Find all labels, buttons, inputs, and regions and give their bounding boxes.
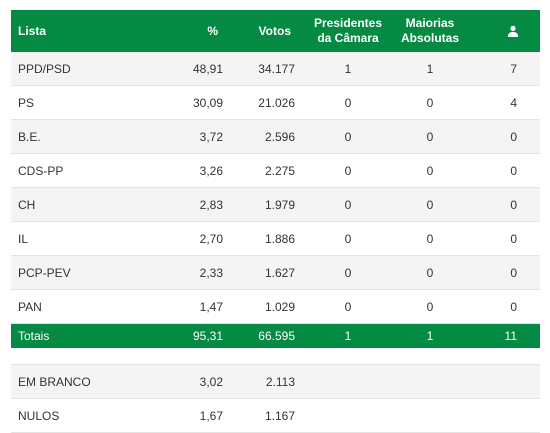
cell-lista: B.E.	[11, 119, 163, 154]
user-icon	[507, 26, 519, 38]
cell-pct: 48,91	[163, 52, 227, 86]
cell-pct: 2,83	[163, 187, 227, 222]
cell-lista: NULOS	[11, 398, 163, 433]
table-row: PPD/PSD 48,91 34.177 1 1 7	[11, 52, 540, 86]
header-maiorias-line1: Maiorias	[405, 16, 455, 30]
table-row: B.E. 3,72 2.596 0 0 0	[11, 119, 540, 154]
cell-empty	[391, 398, 469, 433]
cell-presidentes: 0	[305, 289, 391, 324]
cell-maiorias: 0	[391, 221, 469, 256]
cell-empty	[469, 364, 540, 399]
totals-presidentes: 1	[305, 323, 391, 348]
cell-maiorias: 0	[391, 153, 469, 188]
header-lista: Lista	[11, 10, 163, 52]
header-presidentes: Presidentes da Câmara	[305, 10, 391, 52]
cell-presidentes: 1	[305, 52, 391, 86]
header-maiorias-line2: Absolutas	[400, 31, 459, 45]
totals-votos: 66.595	[227, 323, 305, 348]
cell-votos: 2.275	[227, 153, 305, 188]
cell-pct: 2,70	[163, 221, 227, 256]
cell-lista: CDS-PP	[11, 153, 163, 188]
cell-pct: 2,33	[163, 255, 227, 290]
table-row: CH 2,83 1.979 0 0 0	[11, 187, 540, 222]
table-row: CDS-PP 3,26 2.275 0 0 0	[11, 153, 540, 188]
header-presidentes-line2: da Câmara	[317, 31, 379, 45]
cell-pct: 3,72	[163, 119, 227, 154]
header-votos: Votos	[227, 10, 305, 52]
cell-votos: 1.886	[227, 221, 305, 256]
cell-maiorias: 0	[391, 187, 469, 222]
table-row: EM BRANCO 3,02 2.113	[11, 364, 540, 399]
cell-lista: CH	[11, 187, 163, 222]
table-row: PAN 1,47 1.029 0 0 0	[11, 289, 540, 324]
cell-votos: 2.113	[227, 364, 305, 399]
cell-votos: 1.979	[227, 187, 305, 222]
cell-seats: 0	[469, 289, 540, 324]
cell-empty	[305, 398, 391, 433]
header-presidentes-line1: Presidentes	[313, 16, 383, 30]
results-table-container: Lista % Votos Presidentes da Câmara Maior…	[11, 10, 540, 433]
totals-pct: 95,31	[163, 323, 227, 348]
cell-lista: PAN	[11, 289, 163, 324]
cell-votos: 34.177	[227, 52, 305, 86]
totals-row: Totais 95,31 66.595 1 1 11	[11, 323, 540, 348]
spacer-row	[11, 348, 540, 365]
cell-presidentes: 0	[305, 187, 391, 222]
cell-seats: 0	[469, 187, 540, 222]
cell-presidentes: 0	[305, 255, 391, 290]
cell-lista: PPD/PSD	[11, 52, 163, 86]
cell-seats: 0	[469, 153, 540, 188]
table-row: NULOS 1,67 1.167	[11, 398, 540, 433]
cell-seats: 0	[469, 221, 540, 256]
cell-empty	[391, 364, 469, 399]
cell-seats: 7	[469, 52, 540, 86]
cell-pct: 1,67	[163, 398, 227, 433]
totals-label: Totais	[11, 323, 163, 348]
cell-presidentes: 0	[305, 119, 391, 154]
cell-maiorias: 0	[391, 289, 469, 324]
table-header: Lista % Votos Presidentes da Câmara Maior…	[11, 10, 540, 52]
cell-votos: 1.029	[227, 289, 305, 324]
cell-pct: 1,47	[163, 289, 227, 324]
cell-lista: IL	[11, 221, 163, 256]
table-row: PS 30,09 21.026 0 0 4	[11, 85, 540, 120]
cell-empty	[305, 364, 391, 399]
header-seats	[469, 10, 540, 52]
cell-maiorias: 1	[391, 52, 469, 86]
cell-presidentes: 0	[305, 153, 391, 188]
cell-presidentes: 0	[305, 85, 391, 120]
cell-seats: 0	[469, 119, 540, 154]
cell-maiorias: 0	[391, 85, 469, 120]
cell-pct: 30,09	[163, 85, 227, 120]
results-table: Lista % Votos Presidentes da Câmara Maior…	[11, 10, 540, 433]
cell-seats: 4	[469, 85, 540, 120]
cell-lista: PCP-PEV	[11, 255, 163, 290]
cell-votos: 1.167	[227, 398, 305, 433]
cell-seats: 0	[469, 255, 540, 290]
header-pct: %	[163, 10, 227, 52]
cell-maiorias: 0	[391, 119, 469, 154]
cell-pct: 3,26	[163, 153, 227, 188]
cell-votos: 2.596	[227, 119, 305, 154]
cell-presidentes: 0	[305, 221, 391, 256]
totals-maiorias: 1	[391, 323, 469, 348]
table-row: IL 2,70 1.886 0 0 0	[11, 221, 540, 256]
cell-votos: 21.026	[227, 85, 305, 120]
cell-lista: EM BRANCO	[11, 364, 163, 399]
cell-lista: PS	[11, 85, 163, 120]
table-row: PCP-PEV 2,33 1.627 0 0 0	[11, 255, 540, 290]
totals-seats: 11	[469, 323, 540, 348]
cell-votos: 1.627	[227, 255, 305, 290]
header-maiorias: Maiorias Absolutas	[391, 10, 469, 52]
spacer-cell	[11, 348, 540, 365]
cell-maiorias: 0	[391, 255, 469, 290]
cell-empty	[469, 398, 540, 433]
cell-pct: 3,02	[163, 364, 227, 399]
